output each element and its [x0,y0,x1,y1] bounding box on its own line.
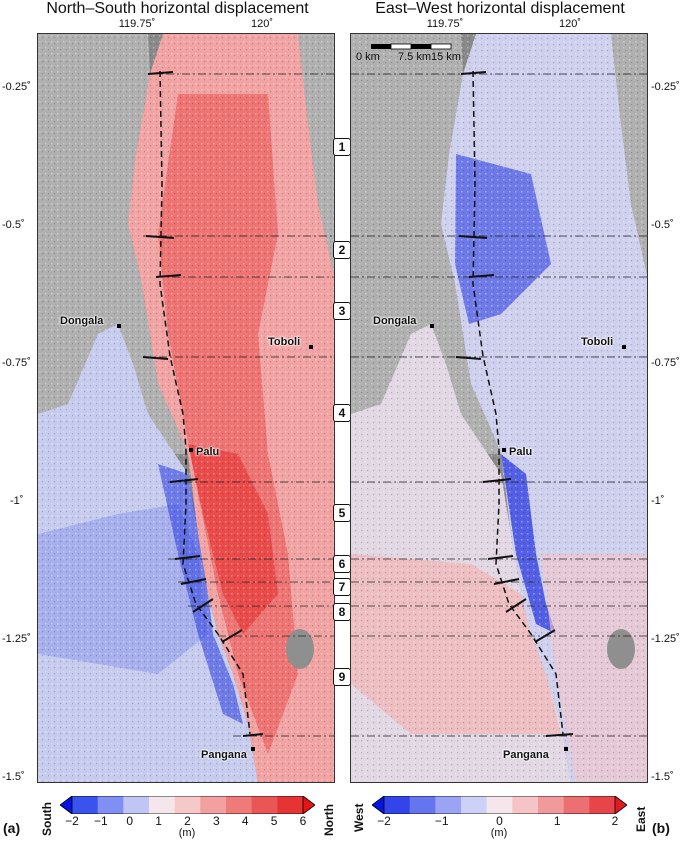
town-dongala: Dongala [373,315,417,327]
panel-a-colorbar-graphic [60,796,315,814]
panel-b-colorbar-tick-label: 1 [553,814,561,828]
panel-a-map-graphic [38,34,334,782]
lat-tick-left-4: -1˚ [10,495,24,507]
panel-a-colorbar-unit: (m) [178,827,196,839]
segment-boundaries [143,73,334,737]
panel-b-map: 0 km 7.5 km 15 km Dongala Toboli Palu Pa… [350,33,648,783]
panel-a-colorbar-swatch [174,796,201,814]
panel-b-colorbar-swatch [512,796,539,814]
town-toboli: Toboli [581,336,614,348]
panel-b-colorbar-swatch [563,796,590,814]
panel-a-map: Dongala Toboli Palu Pangana [37,33,335,783]
panel-a-colorbar-swatch [251,796,278,814]
panel-b-colorbar-graphic [372,796,627,814]
segment-label-8: 8 [333,603,351,621]
panel-b-colorbar-swatch [384,796,411,814]
segment-label-4: 4 [333,404,351,422]
lat-tick-left-5: -1.25˚ [2,633,31,645]
panel-a-colorbar-min-arrow [60,796,73,814]
panel-b-colorbar-tick-label: −1 [434,814,449,828]
town-pangana: Pangana [503,749,549,761]
panel-b-colorbar-min-label: West [352,803,366,832]
panel-a-colorbar-tick-label: 5 [270,814,278,828]
panel-a-colorbar [60,796,315,814]
panel-b-colorbar-tick-label: 2 [611,814,619,828]
lat-tick-left-1: -0.25˚ [2,81,31,93]
panel-b-colorbar-swatch [435,796,462,814]
panel-b-colorbar-swatch [409,796,436,814]
scale-bar-label-2: 15 km [431,51,461,63]
panel-a-colorbar-swatch [277,796,304,814]
lat-tick-left-6: -1.5˚ [2,771,25,783]
panel-a-colorbar-tick-label: −1 [94,814,108,828]
lat-tick-right-2: -0.5˚ [651,219,674,231]
panel-b-map-graphic [351,34,647,782]
panel-a-colorbar-tick-label: 1 [155,814,162,828]
segment-label-3: 3 [333,302,351,320]
segment-label-9: 9 [333,668,351,686]
panel-a-colorbar-max-arrow [302,796,315,814]
fault-trace [159,70,251,735]
lat-tick-left-2: -0.5˚ [2,219,25,231]
segment-ticks [455,71,574,737]
panel-b-colorbar-swatch [538,796,565,814]
scale-bar-label-0: 0 km [356,51,380,63]
panel-a-colorbar-swatch [226,796,253,814]
panel-a-colorbar-tick-label: 6 [299,814,307,828]
panel-a-lon-tick-1: 119.75˚ [118,18,156,30]
lat-tick-right-6: -1.5˚ [651,771,674,783]
segment-label-1: 1 [333,138,351,156]
segment-label-6: 6 [333,555,351,573]
panel-b-colorbar-tick-label: 0 [496,814,503,828]
fault-trace [472,70,564,735]
segment-label-2: 2 [333,241,351,259]
panel-b-colorbar-swatch [461,796,488,814]
panel-a-colorbar-tick-label: 4 [241,814,249,828]
panel-b-lon-tick-1: 119.75˚ [426,18,464,30]
panel-a-colorbar-swatch [97,796,124,814]
town-palu: Palu [509,446,533,458]
panel-b-colorbar-tick-label: −2 [377,814,391,828]
panel-b-title: East–West horizontal displacement [375,0,625,17]
panel-a-colorbar-swatch [200,796,227,814]
panel-b-label: (b) [652,820,670,836]
segment-label-5: 5 [333,504,351,522]
panel-a-colorbar-swatch [149,796,176,814]
lat-tick-left-3: -0.75˚ [2,357,31,369]
scale-bar-label-1: 7.5 km [398,51,432,63]
panel-a-colorbar-max-label: North [322,804,336,836]
panel-a-colorbar-tick-label: 3 [213,814,220,828]
town-toboli: Toboli [268,336,301,348]
lat-tick-right-1: -0.25˚ [651,81,680,93]
panel-a-colorbar-tick-label: 2 [184,814,191,828]
lat-tick-right-5: -1.25˚ [651,633,680,645]
panel-a-colorbar-min-label: South [40,802,54,836]
panel-b-lon-tick-2: 120˚ [558,18,582,30]
lat-tick-right-4: -1˚ [651,495,665,507]
panel-b-colorbar [372,796,627,814]
panel-b-colorbar-max-label: East [634,806,648,832]
panel-a-colorbar-tick-label: −2 [65,814,79,828]
panel-a-colorbar-swatch [72,796,99,814]
panel-b-colorbar-max-arrow [614,796,627,814]
town-palu: Palu [196,446,220,458]
scale-bar-graphic [371,43,452,50]
panel-b-colorbar-min-arrow [372,796,385,814]
segment-ticks [142,71,264,737]
panel-b-colorbar-swatch [589,796,616,814]
panel-a-colorbar-swatch [123,796,150,814]
segment-label-7: 7 [333,578,351,596]
panel-b-colorbar-unit: (m) [490,827,508,839]
panel-a-lon-tick-2: 120˚ [250,18,274,30]
panel-a-title: North–South horizontal displacement [46,0,309,17]
town-dongala: Dongala [60,315,104,327]
lat-tick-right-3: -0.75˚ [651,357,680,369]
segment-boundaries [351,73,647,737]
town-pangana: Pangana [201,749,247,761]
panel-a-colorbar-tick-label: 0 [126,814,134,828]
panel-b-colorbar-swatch [486,796,513,814]
panel-a-label: (a) [3,820,21,836]
